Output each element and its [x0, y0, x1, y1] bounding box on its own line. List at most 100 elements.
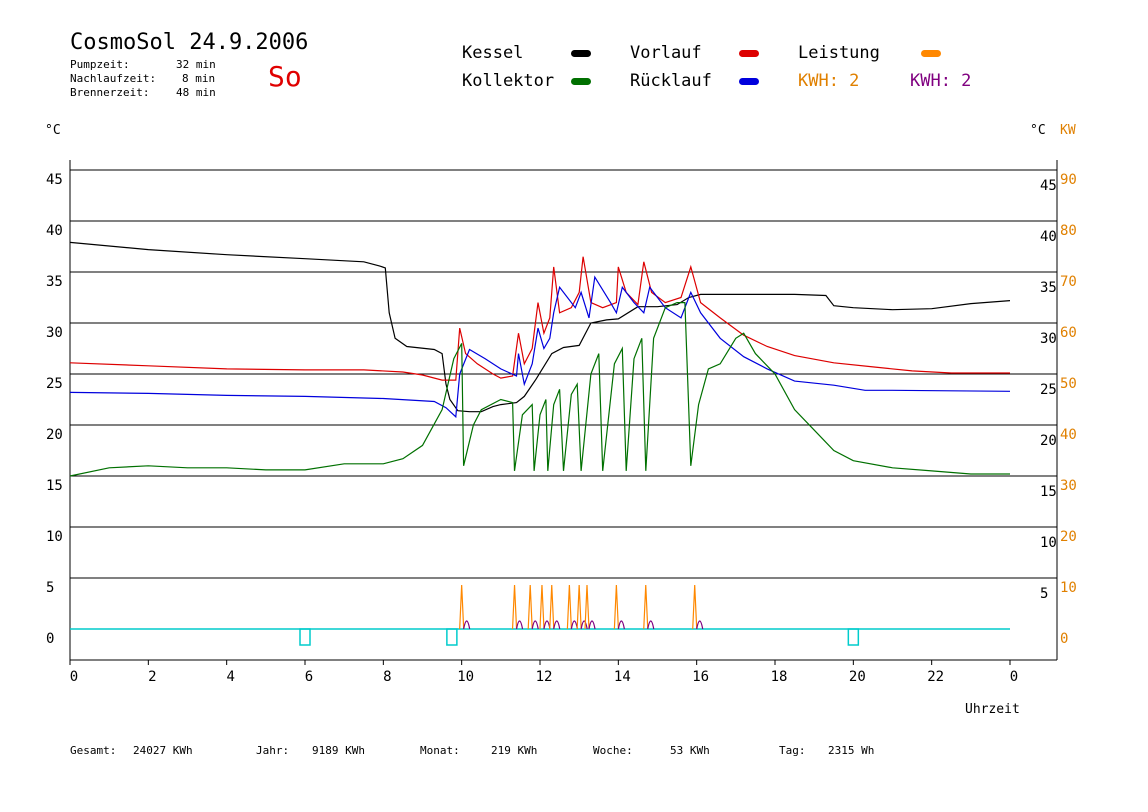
x-tick-label-9: 18 — [771, 669, 788, 685]
x-axis-label: Uhrzeit — [965, 702, 1020, 717]
leistung-spike-10 — [692, 584, 698, 630]
leistung-spike-7 — [584, 584, 590, 630]
pump-event-1 — [446, 628, 458, 646]
y-right-tick-label-20: 20 — [1040, 433, 1057, 449]
nachlauf-time-value: 8 min — [182, 72, 216, 85]
pump-time-label: Pumpzeit: — [70, 58, 130, 71]
y-right-tick-label-30: 30 — [1040, 331, 1057, 347]
x-tick-label-10: 20 — [849, 669, 866, 685]
x-tick-label-0: 0 — [70, 669, 78, 685]
y-tick-label-10: 10 — [46, 529, 63, 545]
pump-event-2 — [847, 628, 860, 646]
kwh-bump-5 — [570, 620, 578, 630]
legend-kessel-swatch — [571, 50, 591, 57]
leistung-spike-2 — [527, 584, 533, 630]
legend-vorlauf-label: Vorlauf — [630, 43, 702, 63]
legend-vorlauf-swatch — [739, 50, 759, 57]
weekday-label: So — [268, 60, 302, 93]
y-tick-label-45: 45 — [46, 172, 63, 188]
leistung-spike-8 — [613, 584, 619, 630]
kwh-bump-8 — [617, 620, 625, 630]
y-right-tick-label-35: 35 — [1040, 280, 1057, 296]
y-tick-label-0: 0 — [46, 631, 54, 647]
leistung-spike-3 — [539, 584, 545, 630]
series-kollektor-line — [69, 302, 1010, 477]
kwh-bump-6 — [580, 620, 588, 630]
x-tick-label-2: 4 — [226, 669, 234, 685]
kwh-bump-3 — [543, 620, 551, 630]
kwh-bump-1 — [515, 620, 524, 630]
footer-tag-label: Tag: — [779, 744, 806, 757]
leistung-spike-5 — [566, 584, 572, 630]
y2-tick-label-20: 20 — [1060, 529, 1077, 545]
kwh-bump-10 — [696, 620, 704, 630]
x-tick-label-6: 12 — [536, 669, 553, 685]
y-right-tick-label-5: 5 — [1040, 586, 1048, 602]
leistung-spike-6 — [576, 584, 582, 630]
series-vorlauf-line — [69, 256, 1010, 381]
y-tick-label-20: 20 — [46, 427, 63, 443]
y2-tick-label-70: 70 — [1060, 274, 1077, 290]
footer-woche-value: 53 KWh — [670, 744, 710, 757]
x-tick-label-3: 6 — [305, 669, 313, 685]
y2-tick-label-60: 60 — [1060, 325, 1077, 341]
legend-ruecklauf-swatch — [739, 78, 759, 85]
y-right-tick-label-45: 45 — [1040, 178, 1057, 194]
kwh-bump-0 — [463, 620, 471, 630]
kwh-bump-4 — [553, 620, 561, 630]
y2-tick-label-50: 50 — [1060, 376, 1077, 392]
pump-time-value: 32 min — [176, 58, 216, 71]
y-tick-label-30: 30 — [46, 325, 63, 341]
legend-leistung-swatch — [921, 50, 941, 57]
right-axis-unit: °C — [1030, 123, 1046, 138]
brenner-time-value: 48 min — [176, 86, 216, 99]
y2-tick-label-0: 0 — [1060, 631, 1068, 647]
brenner-time-label: Brennerzeit: — [70, 86, 150, 99]
y2-tick-label-90: 90 — [1060, 172, 1077, 188]
kwh-bump-9 — [647, 620, 655, 630]
footer-monat-label: Monat: — [420, 744, 460, 757]
footer-gesamt-value: 24027 KWh — [133, 744, 193, 757]
nachlauf-time-label: Nachlaufzeit: — [70, 72, 157, 85]
leistung-spike-1 — [511, 584, 518, 630]
y-tick-label-25: 25 — [46, 376, 63, 392]
kwh-bump-2 — [531, 620, 539, 630]
leistung-spike-9 — [643, 584, 649, 630]
y-tick-label-5: 5 — [46, 580, 54, 596]
kwh-bump-7 — [588, 620, 596, 630]
y-tick-label-15: 15 — [46, 478, 63, 494]
x-tick-label-4: 8 — [383, 669, 391, 685]
y2-tick-label-80: 80 — [1060, 223, 1077, 239]
leistung-spike-0 — [459, 584, 465, 630]
y2-tick-label-10: 10 — [1060, 580, 1077, 596]
y-tick-label-40: 40 — [46, 223, 63, 239]
y-right-tick-label-15: 15 — [1040, 484, 1057, 500]
legend-kollektor-swatch — [571, 78, 591, 85]
y-right-tick-label-25: 25 — [1040, 382, 1057, 398]
series-kessel-line — [69, 241, 1011, 413]
y2-tick-label-30: 30 — [1060, 478, 1077, 494]
x-tick-label-7: 14 — [614, 669, 631, 685]
legend-leistung-label: Leistung — [798, 43, 880, 63]
footer-woche-label: Woche: — [593, 744, 633, 757]
footer-tag-value: 2315 Wh — [828, 744, 875, 757]
y-tick-label-35: 35 — [46, 274, 63, 290]
legend-kollektor-label: Kollektor — [462, 71, 555, 91]
series-ruecklauf-line — [69, 275, 1011, 419]
y-right-tick-label-40: 40 — [1040, 229, 1057, 245]
x-tick-label-12: 0 — [1010, 669, 1018, 685]
legend-kwh-purple: KWH: 2 — [910, 71, 972, 91]
legend-ruecklauf-label: Rücklauf — [630, 71, 712, 91]
legend-kwh-orange: KWH: 2 — [798, 71, 860, 91]
x-tick-label-1: 2 — [148, 669, 156, 685]
footer-gesamt-label: Gesamt: — [70, 744, 117, 757]
y2-tick-label-40: 40 — [1060, 427, 1077, 443]
leistung-spike-4 — [549, 584, 555, 630]
x-tick-label-5: 10 — [457, 669, 474, 685]
footer-jahr-value: 9189 KWh — [312, 744, 365, 757]
chart-title: CosmoSol 24.9.2006 — [70, 30, 309, 55]
footer-monat-value: 219 KWh — [491, 744, 538, 757]
x-tick-label-11: 22 — [927, 669, 944, 685]
